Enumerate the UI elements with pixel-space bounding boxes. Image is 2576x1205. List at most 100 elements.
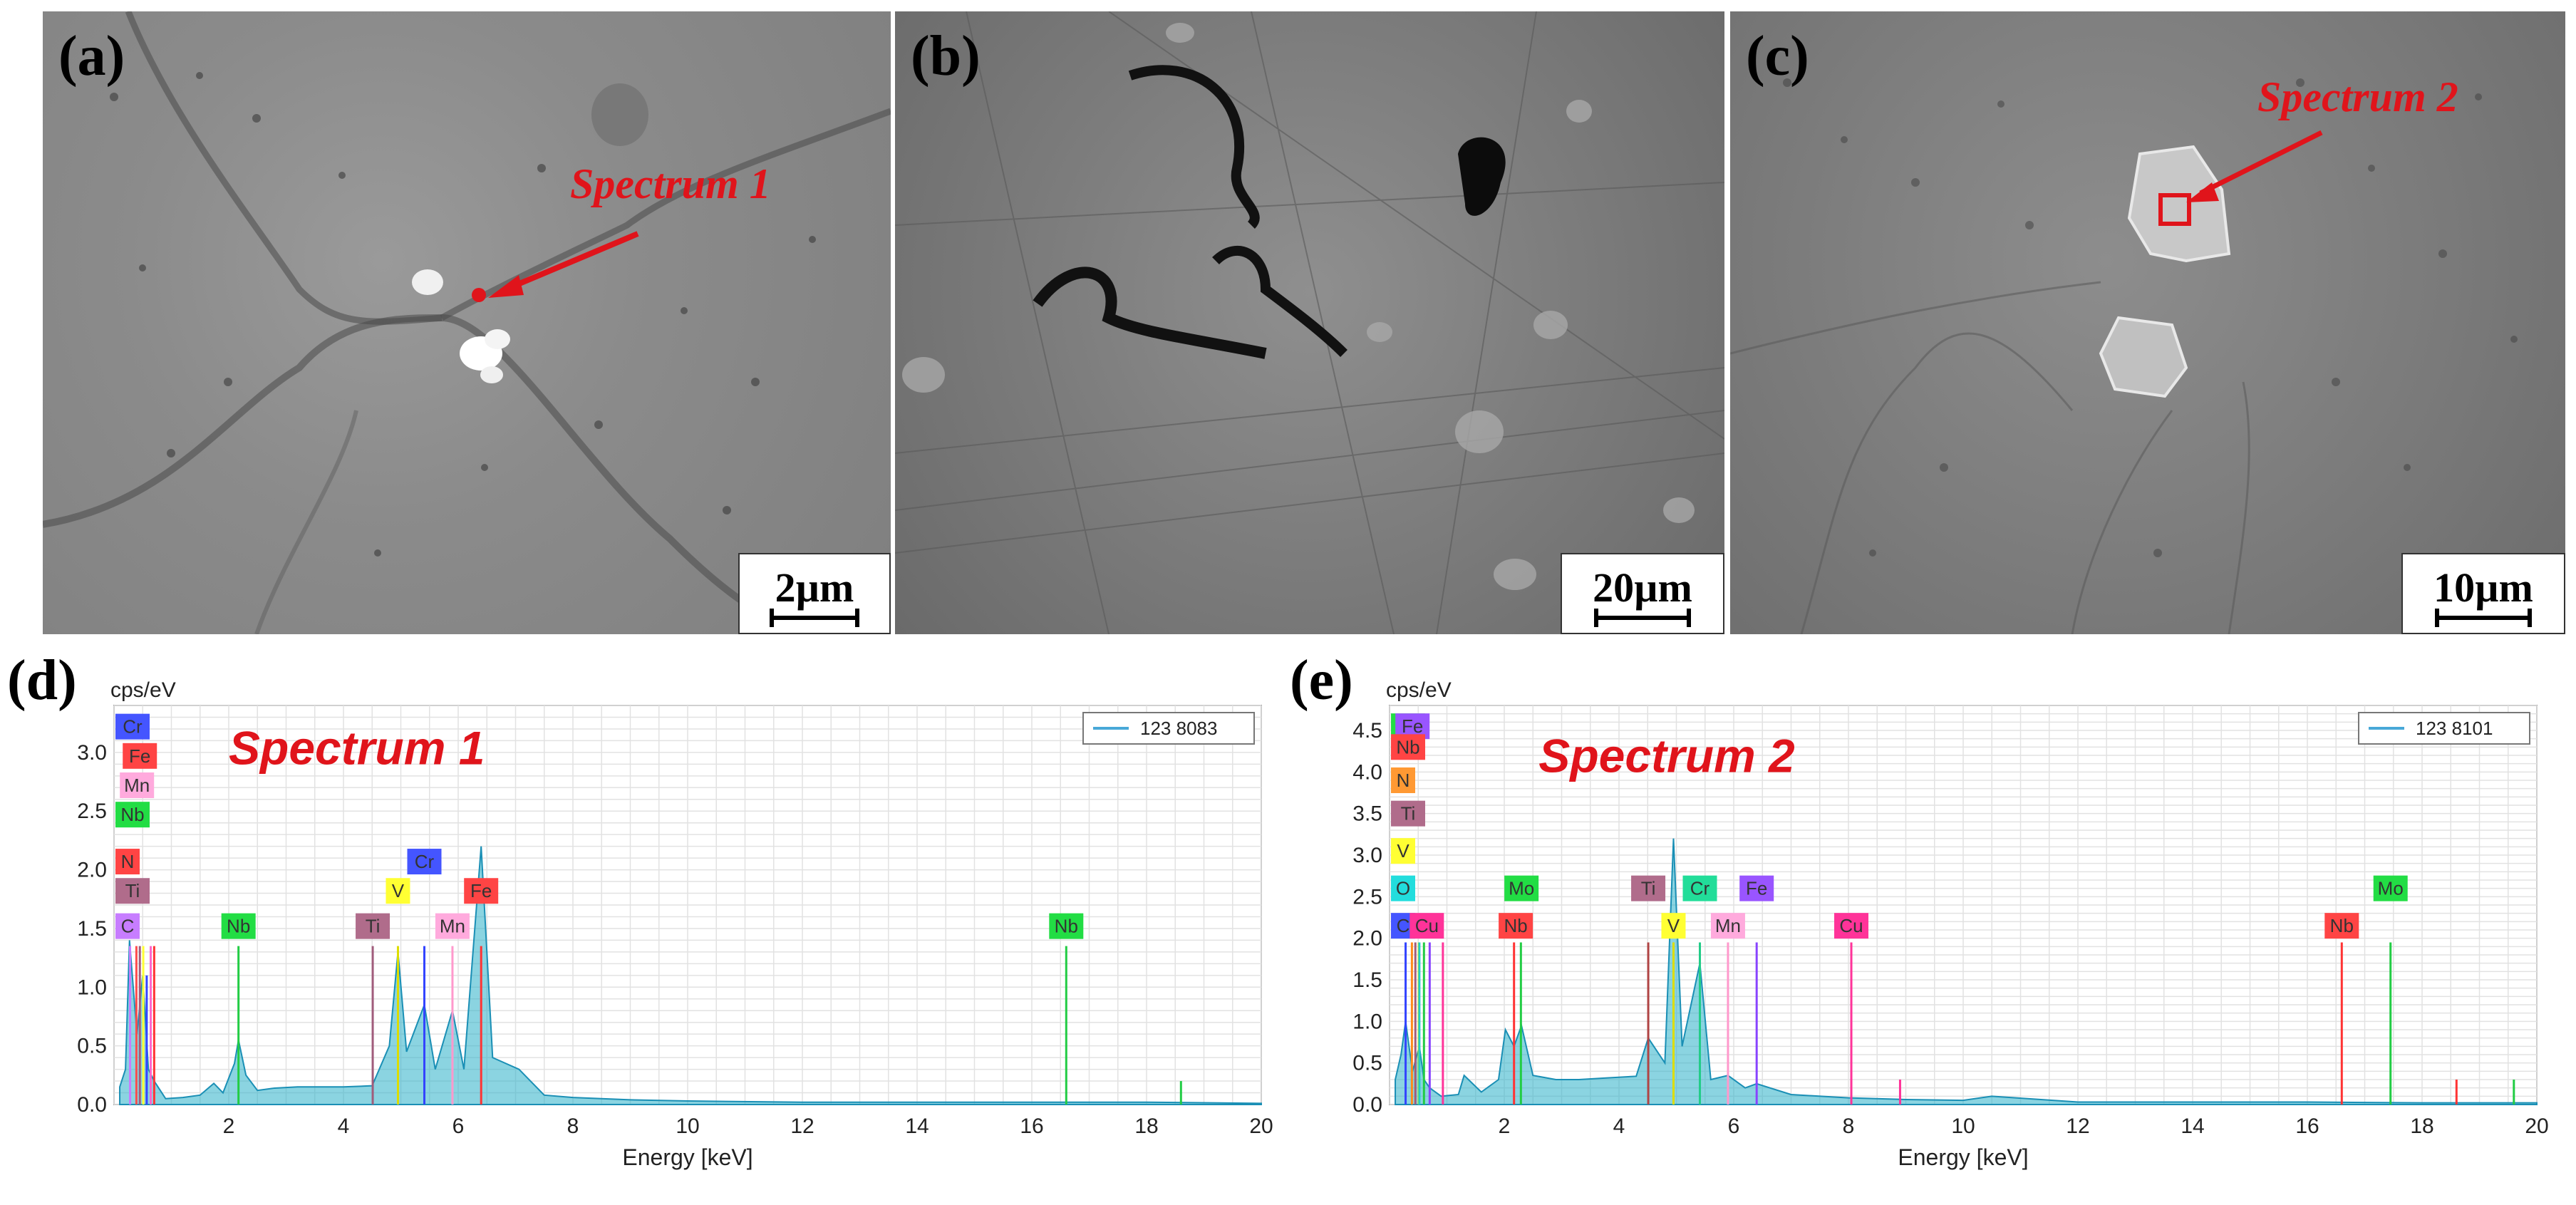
chart-e-y-tick-label: 4.5 [1352, 719, 1382, 743]
chart-e-y-tick-label: 4.0 [1352, 760, 1382, 784]
chart-e-x-tick-label: 6 [1728, 1115, 1740, 1138]
chart-e-element-label-box-fe [1739, 875, 1774, 901]
chart-e-element-label-box-o [1391, 875, 1415, 901]
chart-d-element-label-box-nb [1049, 913, 1084, 939]
chart-d-y-tick-label: 2.0 [77, 859, 107, 882]
chart-e-x-tick-label: 12 [2066, 1115, 2089, 1138]
scale-bar-b-line [1594, 609, 1691, 627]
sem-image-b: (b) 20µm [895, 11, 1724, 634]
chart-e-element-label-box-v [1661, 913, 1686, 939]
chart-e-element-label-box-mo [2373, 875, 2408, 901]
chart-e-x-tick-label: 4 [1613, 1115, 1625, 1138]
chart-d-legend-label: 123 8083 [1140, 718, 1217, 739]
sem-texture-c [1730, 78, 2518, 634]
chart-d-element-label-box-nb [221, 913, 256, 939]
chart-e-y-tick-label: 1.0 [1352, 1010, 1382, 1033]
scale-bar-c: 10µm [2401, 553, 2565, 634]
spectrum-pointer-a [472, 231, 639, 302]
chart-d-element-label-box-ti [356, 913, 390, 939]
chart-d-element-label-box-mn [120, 772, 155, 798]
chart-d-element-label-ti: Ti [125, 880, 140, 901]
chart-d-element-label-cr: Cr [123, 716, 143, 738]
chart-e-element-label-fe: Fe [1746, 878, 1767, 899]
chart-d-x-tick-label: 10 [676, 1115, 699, 1138]
chart-d-x-tick-label: 18 [1134, 1115, 1158, 1138]
chart-e-spectrum-title: Spectrum 2 [1538, 729, 1795, 782]
scale-bar-a: 2µm [738, 553, 891, 634]
chart-d-element-label-box-cr [115, 713, 150, 740]
chart-d-x-tick-label: 14 [905, 1115, 929, 1138]
chart-d-element-label-box-ti [115, 878, 150, 904]
chart-e-x-tick-label: 16 [2295, 1115, 2319, 1138]
chart-d-element-label-box-cr [407, 849, 442, 875]
chart-e-element-label-c: C [1397, 915, 1410, 936]
scale-bar-a-line [770, 609, 859, 627]
chart-e-element-label-v: V [1667, 915, 1680, 936]
chart-e-element-label-box-cr [1682, 875, 1717, 901]
chart-e-element-label-box-nb [2324, 913, 2359, 939]
chart-d-y-tick-label: 2.5 [77, 800, 107, 823]
chart-e-y-tick-label: 3.5 [1352, 802, 1382, 826]
chart-e-x-tick-label: 10 [1951, 1115, 1975, 1138]
chart-e-x-tick-label: 2 [1499, 1115, 1511, 1138]
chart-e-element-label-ti: Ti [1401, 803, 1416, 824]
chart-e-x-tick-label: 18 [2410, 1115, 2433, 1138]
chart-e-element-label-mn: Mn [1715, 915, 1741, 936]
chart-d-element-label-fe: Fe [470, 880, 492, 901]
chart-d-y-tick-label: 3.0 [77, 741, 107, 765]
chart-d-x-tick-label: 8 [567, 1115, 579, 1138]
eds-chart-e: 2 4 6 8 10 12 14 16 18 20 0.0 0.5 1.0 1.5 2.0 2.5 3.0 3.5… [1325, 663, 2565, 1190]
chart-d-element-label-c: C [121, 916, 135, 937]
spectrum-pointer-c [2158, 130, 2323, 226]
chart-e-element-label-nb: Nb [1396, 736, 1419, 757]
chart-e-element-label-o: O [1396, 878, 1410, 899]
chart-d-x-tick-label: 2 [223, 1115, 235, 1138]
chart-d-element-label-box-v [386, 878, 410, 904]
chart-d-x-tick-label: 6 [452, 1115, 465, 1138]
chart-e-y-tick-label: 0.0 [1352, 1093, 1382, 1117]
spectrum-label-a: Spectrum 1 [570, 160, 771, 207]
chart-d-element-label-nb: Nb [227, 916, 250, 937]
chart-e-y-tick-label: 2.5 [1352, 885, 1382, 909]
chart-d-spectrum-title: Spectrum 1 [229, 721, 485, 774]
chart-d-x-tick-label: 16 [1020, 1115, 1043, 1138]
chart-e-x-tick-label: 8 [1843, 1115, 1855, 1138]
chart-e-element-label-box-nb [1499, 913, 1533, 939]
sem-image-a: (a) Spectrum 1 2µm [43, 11, 891, 634]
scale-bar-a-text: 2µm [775, 564, 854, 611]
chart-e-element-label-box-mn [1710, 913, 1745, 939]
chart-d-element-label-box-fe [123, 743, 157, 769]
chart-d-element-label-v: V [392, 880, 405, 901]
chart-e-element-label-n: N [1397, 770, 1410, 791]
sem-texture-b [895, 11, 1724, 634]
chart-e-element-label-cr: Cr [1690, 878, 1710, 899]
chart-e-element-label-nb: Nb [1504, 915, 1527, 936]
spectrum-label-c: Spectrum 2 [2257, 73, 2458, 120]
sem-image-c: (c) Spectrum 2 10µm [1730, 11, 2565, 634]
scale-bar-b: 20µm [1561, 553, 1724, 634]
chart-d-element-label-nb: Nb [1055, 916, 1078, 937]
chart-d-y-tick-label: 0.0 [77, 1093, 107, 1117]
scale-bar-c-line [2435, 609, 2532, 627]
chart-e-element-label-box-v [1391, 838, 1415, 864]
chart-d-x-tick-label: 20 [1249, 1115, 1273, 1138]
chart-d-element-label-box-nb [115, 802, 150, 828]
chart-d-x-tick-label: 4 [338, 1115, 350, 1138]
chart-e-y-tick-label: 3.0 [1352, 844, 1382, 867]
chart-d-element-label-cr: Cr [415, 851, 435, 872]
chart-d-y-tick-label: 1.0 [77, 976, 107, 999]
chart-e-element-label-v: V [1397, 840, 1409, 862]
chart-e-element-label-box-cu [1834, 913, 1869, 939]
chart-d-x-axis-label: Energy [keV] [622, 1144, 752, 1170]
chart-e-element-label-mo: Mo [2378, 878, 2404, 899]
chart-e-y-tick-label: 1.5 [1352, 968, 1382, 992]
chart-d-element-label-n: N [121, 851, 135, 872]
chart-e-x-tick-label: 20 [2525, 1115, 2548, 1138]
chart-e-legend-label: 123 8101 [2416, 718, 2493, 739]
chart-e-element-label-ti: Ti [1641, 878, 1656, 899]
panel-label-c: (c) [1746, 25, 1809, 88]
chart-e-element-label-box-ti [1391, 800, 1425, 827]
chart-e-element-label-mo: Mo [1509, 878, 1534, 899]
chart-e-x-tick-label: 14 [2181, 1115, 2204, 1138]
chart-e-y-tick-label: 2.0 [1352, 927, 1382, 951]
